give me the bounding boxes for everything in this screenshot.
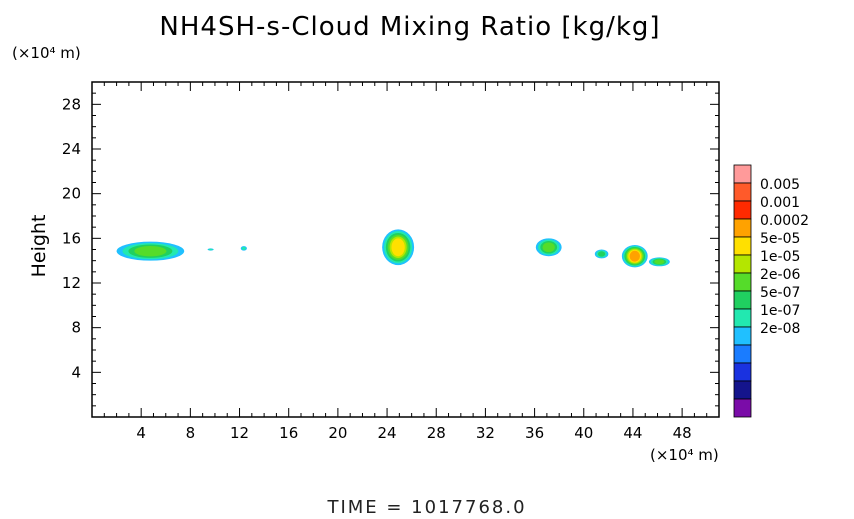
cloud-cell bbox=[597, 251, 606, 257]
y-tick-label: 16 bbox=[62, 229, 81, 247]
x-tick-label: 48 bbox=[673, 424, 692, 442]
chart-title: NH4SH-s-Cloud Mixing Ratio [kg/kg] bbox=[159, 12, 661, 42]
colorbar-swatch bbox=[733, 380, 752, 400]
y-tick-label: 28 bbox=[62, 95, 81, 113]
colorbar-swatch bbox=[733, 290, 752, 310]
colorbar-swatch bbox=[733, 164, 752, 184]
cloud-cell bbox=[208, 248, 213, 251]
time-label: TIME = 1017768.0 bbox=[327, 497, 527, 518]
colorbar-swatch bbox=[733, 272, 752, 292]
x-tick-label: 16 bbox=[279, 424, 298, 442]
cloud-cell bbox=[654, 259, 665, 265]
x-axis-unit: (×10⁴ m) bbox=[650, 446, 719, 464]
x-tick-label: 20 bbox=[328, 424, 347, 442]
y-tick-label: 20 bbox=[62, 185, 81, 203]
colorbar-label: 2e-06 bbox=[760, 267, 800, 283]
cloud-cell bbox=[391, 238, 405, 257]
colorbar-label: 0.001 bbox=[760, 195, 800, 211]
x-tick-label: 28 bbox=[427, 424, 446, 442]
colorbar-swatch bbox=[733, 254, 752, 274]
colorbar-label: 2e-08 bbox=[760, 321, 800, 337]
colorbar: 0.005 0.001 0.0002 5e-05 1e-05 2e-06 5e-07 1e-0… bbox=[733, 164, 809, 418]
colorbar-swatch bbox=[733, 308, 752, 328]
cloud-cell bbox=[241, 246, 246, 250]
colorbar-label: 0.005 bbox=[760, 177, 800, 193]
colorbar-swatch bbox=[733, 236, 752, 256]
colorbar-label: 5e-05 bbox=[760, 231, 800, 247]
colorbar-swatch bbox=[733, 326, 752, 346]
colorbar-swatch bbox=[733, 200, 752, 220]
colorbar-label: 1e-05 bbox=[760, 249, 800, 265]
x-tick-label: 24 bbox=[378, 424, 397, 442]
y-tick-label: 24 bbox=[62, 140, 81, 158]
colorbar-swatch bbox=[733, 218, 752, 238]
y-tick-label: 12 bbox=[62, 274, 81, 292]
x-tick-label: 4 bbox=[136, 424, 146, 442]
colorbar-swatch bbox=[733, 344, 752, 364]
colorbar-swatch bbox=[733, 398, 752, 418]
x-tick-label: 8 bbox=[186, 424, 196, 442]
colorbar-swatch bbox=[733, 362, 752, 382]
colorbar-label: 0.0002 bbox=[760, 213, 809, 229]
cloud-cell bbox=[542, 242, 555, 253]
cloud-cell bbox=[134, 245, 167, 257]
x-tick-label: 36 bbox=[525, 424, 544, 442]
colorbar-label: 5e-07 bbox=[760, 285, 800, 301]
x-tick-label: 40 bbox=[574, 424, 593, 442]
y-axis-unit: (×10⁴ m) bbox=[12, 44, 81, 62]
colorbar-label: 1e-07 bbox=[760, 303, 800, 319]
x-tick-label: 32 bbox=[476, 424, 495, 442]
x-tick-label: 12 bbox=[230, 424, 249, 442]
x-tick-label: 44 bbox=[623, 424, 642, 442]
colorbar-swatch bbox=[733, 182, 752, 202]
y-tick-label: 4 bbox=[71, 363, 81, 381]
cloud-field bbox=[116, 229, 670, 268]
y-tick-label: 8 bbox=[71, 319, 81, 337]
cloud-cell bbox=[629, 250, 640, 262]
